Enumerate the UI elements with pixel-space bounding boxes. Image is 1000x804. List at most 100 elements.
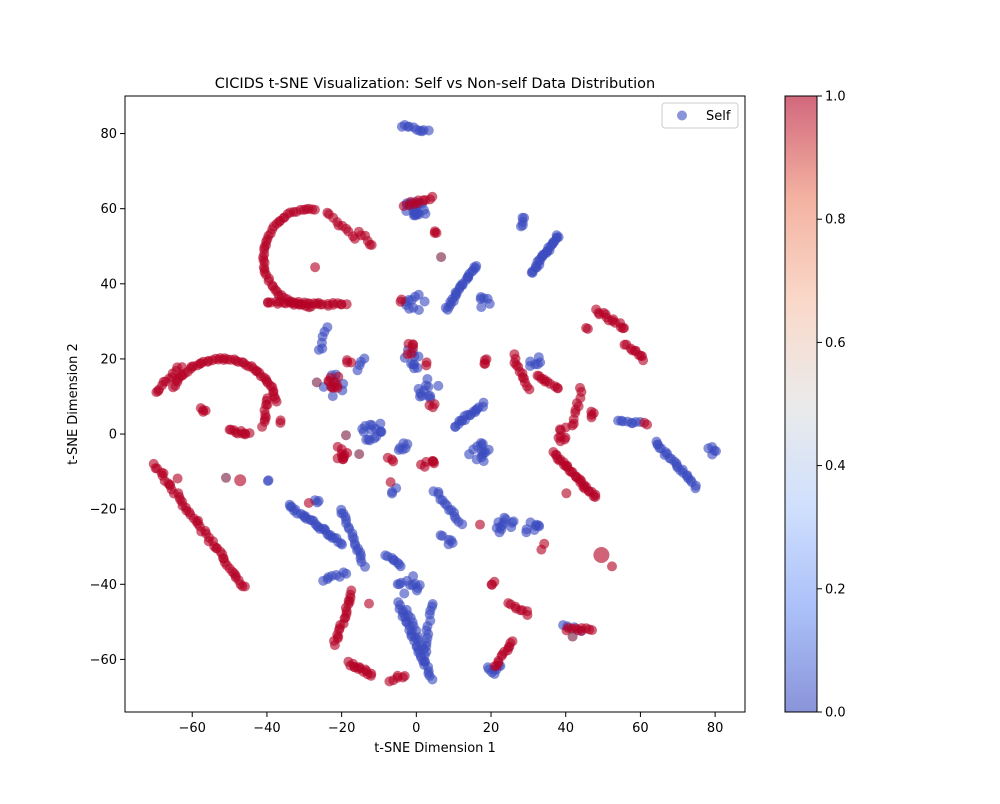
- x-tick-label: 60: [632, 721, 649, 736]
- scatter-point: [567, 631, 578, 642]
- y-tick-label: 60: [100, 202, 117, 217]
- colorbar-tick-label: 1.0: [825, 90, 846, 105]
- scatter-point: [494, 527, 505, 538]
- scatter-point: [375, 426, 386, 437]
- scatter-point: [484, 298, 495, 309]
- y-tick-label: 40: [100, 277, 117, 292]
- legend-self-label: Self: [706, 109, 731, 124]
- scatter-point: [607, 561, 617, 572]
- axes-frame: [124, 95, 746, 713]
- scatter-point: [387, 486, 398, 497]
- scatter-point: [234, 474, 247, 487]
- scatter-point: [398, 438, 409, 449]
- x-tick-label: 80: [707, 721, 724, 736]
- scatter-point: [532, 359, 543, 370]
- scatter-point: [554, 424, 565, 435]
- x-axis-ticks: −60 −40 −20 0 20 40 60 80: [179, 712, 724, 736]
- scatter-point: [476, 452, 487, 463]
- plot-area: [148, 120, 721, 687]
- x-tick-label: 0: [412, 721, 420, 736]
- scatter-point: [418, 644, 429, 655]
- scatter-point: [428, 456, 439, 467]
- scatter-point: [333, 371, 344, 382]
- y-axis-label: t-SNE Dimension 2: [66, 343, 81, 465]
- scatter-point: [464, 449, 475, 460]
- scatter-point: [177, 362, 187, 373]
- scatter-point: [360, 561, 370, 572]
- scatter-point: [310, 262, 321, 273]
- scatter-point: [341, 299, 352, 310]
- scatter-point: [590, 492, 601, 502]
- scatter-point: [366, 670, 376, 681]
- scatter-point: [341, 568, 352, 579]
- scatter-point: [408, 343, 419, 353]
- y-tick-label: 80: [100, 127, 117, 142]
- scatter-point: [506, 522, 517, 533]
- scatter-point: [479, 355, 490, 366]
- legend: Self: [661, 102, 739, 129]
- scatter-point: [429, 228, 440, 238]
- colorbar-tick-label: 0.6: [825, 336, 846, 351]
- colorbar-ticks: 0.0 0.2 0.4 0.6 0.8 1.0: [817, 90, 846, 721]
- scatter-point: [416, 459, 426, 470]
- x-tick-label: −60: [179, 721, 206, 736]
- y-tick-label: 20: [100, 352, 117, 367]
- scatter-point: [619, 323, 629, 333]
- scatter-point: [559, 434, 570, 445]
- scatter-point: [476, 302, 487, 313]
- scatter-point: [395, 561, 406, 572]
- scatter-point: [313, 495, 324, 506]
- scatter-point: [421, 360, 432, 371]
- scatter-point: [366, 240, 377, 250]
- scatter-point: [486, 579, 497, 590]
- chart-title: CICIDS t-SNE Visualization: Self vs Non-…: [215, 76, 655, 92]
- scatter-point: [408, 571, 419, 582]
- scatter-point: [638, 355, 649, 366]
- scatter-point: [407, 580, 418, 591]
- scatter-point: [413, 289, 424, 300]
- colorbar-tick-label: 0.4: [825, 459, 846, 474]
- scatter-point: [522, 610, 533, 620]
- scatter-point: [311, 377, 322, 388]
- scatter-point: [429, 399, 440, 410]
- scatter-point: [399, 671, 410, 681]
- scatter-point: [561, 488, 572, 499]
- x-axis-label: t-SNE Dimension 1: [374, 741, 496, 756]
- scatter-point: [275, 415, 286, 426]
- scatter-point: [551, 230, 562, 241]
- scatter-point: [385, 477, 396, 488]
- scatter-point: [263, 475, 274, 486]
- scatter-point: [417, 656, 428, 666]
- scatter-point: [423, 125, 434, 136]
- scatter-point: [552, 383, 563, 394]
- scatter-point: [436, 252, 447, 263]
- scatter-point: [457, 519, 468, 530]
- scatter-point: [707, 449, 718, 460]
- scatter-point: [200, 405, 211, 416]
- scatter-point: [690, 483, 701, 494]
- scatter-point: [443, 534, 454, 545]
- colorbar-tick-label: 0.0: [825, 706, 846, 721]
- scatter-point: [642, 419, 653, 430]
- scatter-point: [239, 581, 250, 592]
- y-tick-label: −40: [90, 578, 117, 593]
- scatter-point: [303, 498, 314, 508]
- scatter-point: [346, 357, 357, 368]
- scatter-point: [257, 421, 268, 432]
- scatter-point: [427, 191, 438, 202]
- scatter-point: [489, 669, 500, 679]
- scatter-point: [575, 382, 585, 393]
- scatter-point: [525, 356, 536, 367]
- scatter-point: [415, 388, 426, 399]
- scatter-point: [322, 322, 333, 333]
- scatter-point: [536, 544, 547, 555]
- scatter-point: [364, 598, 374, 609]
- x-tick-label: 40: [557, 721, 574, 736]
- scatter-point: [244, 428, 255, 439]
- colorbar: 0.0 0.2 0.4 0.6 0.8 1.0: [784, 90, 846, 721]
- scatter-point: [498, 517, 509, 528]
- legend-box: [661, 102, 739, 129]
- scatter-point: [593, 547, 610, 563]
- scatter-point: [341, 430, 351, 441]
